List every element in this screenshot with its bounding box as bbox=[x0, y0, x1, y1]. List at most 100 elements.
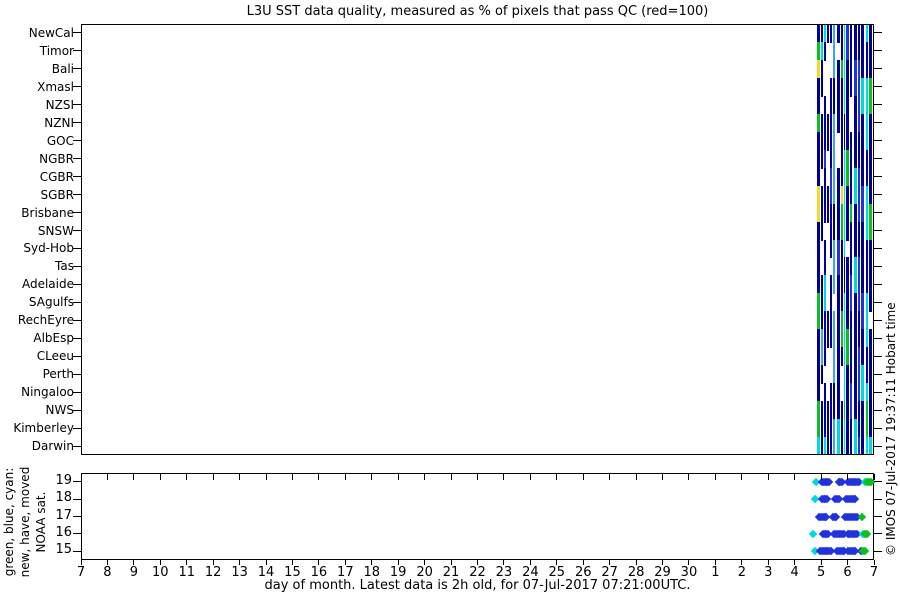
day-tick-top bbox=[820, 474, 822, 480]
heatmap-stripe-segment bbox=[841, 401, 843, 454]
sat-tick-right bbox=[874, 550, 882, 552]
day-tick-top bbox=[847, 474, 849, 480]
heatmap-stripe-segment bbox=[866, 239, 868, 295]
heatmap-stripe-segment bbox=[854, 257, 857, 295]
day-tick-top bbox=[662, 474, 664, 480]
day-tick-top bbox=[582, 474, 584, 480]
heatmap-stripe-segment bbox=[827, 401, 829, 454]
heatmap-stripe-segment bbox=[841, 25, 843, 61]
region-tick-right bbox=[874, 427, 882, 429]
region-tick-left bbox=[73, 194, 81, 196]
heatmap-stripe-segment bbox=[869, 25, 872, 79]
region-label: Syd-Hob bbox=[23, 241, 74, 256]
day-tick-label: 19 bbox=[389, 565, 407, 580]
heatmap-stripe-segment bbox=[833, 113, 835, 205]
day-tick-bottom bbox=[503, 560, 505, 565]
heatmap-stripe-segment bbox=[824, 239, 826, 277]
day-tick-label: 7 bbox=[76, 565, 86, 580]
sat-tick-label: 18 bbox=[55, 490, 72, 506]
region-tick-left bbox=[73, 265, 81, 267]
day-tick-top bbox=[265, 474, 267, 480]
heatmap-stripe-segment bbox=[869, 239, 872, 313]
region-label: NZSI bbox=[45, 97, 74, 112]
heatmap-stripe-segment bbox=[844, 113, 845, 151]
day-tick-label: 9 bbox=[129, 565, 138, 580]
heatmap-stripe-segment bbox=[827, 311, 829, 349]
heatmap-stripe-segment bbox=[861, 77, 864, 115]
heatmap-stripe-segment bbox=[830, 383, 832, 454]
heatmap-stripe-segment bbox=[869, 113, 872, 205]
heatmap-stripe-segment bbox=[844, 419, 845, 454]
heatmap-stripe-segment bbox=[824, 275, 826, 313]
timestamp-watermark: © IMOS 07-Jul-2017 19:37:11 Hobart time bbox=[884, 302, 898, 556]
day-tick-top bbox=[186, 474, 188, 480]
heatmap-stripe-segment bbox=[861, 329, 864, 367]
region-label: CLeeu bbox=[36, 349, 74, 364]
heatmap-stripe-segment bbox=[841, 311, 843, 349]
region-label: Xmasl bbox=[37, 79, 74, 94]
region-tick-right bbox=[874, 247, 882, 249]
heatmap-stripe-segment bbox=[854, 59, 857, 97]
x-axis-label: day of month. Latest data is 2h old, for… bbox=[264, 578, 691, 593]
day-tick-label: 4 bbox=[790, 565, 799, 580]
region-label: SAgulfs bbox=[28, 295, 74, 310]
region-label: SNSW bbox=[37, 223, 74, 238]
day-tick-label: 17 bbox=[337, 565, 354, 580]
heatmap-stripe-segment bbox=[821, 275, 823, 331]
day-tick-top bbox=[291, 474, 293, 480]
heatmap-stripe-segment bbox=[854, 25, 857, 61]
day-tick-bottom bbox=[662, 560, 664, 565]
heatmap-stripe-segment bbox=[854, 95, 857, 169]
day-tick-top bbox=[106, 474, 108, 480]
day-tick-label: 22 bbox=[469, 565, 486, 580]
region-tick-left bbox=[73, 176, 81, 178]
region-label: NewCal bbox=[28, 25, 74, 40]
region-tick-left bbox=[73, 230, 81, 232]
heatmap-stripe-segment bbox=[821, 25, 823, 43]
day-tick-top bbox=[212, 474, 214, 480]
heatmap-stripe-segment bbox=[817, 25, 820, 43]
region-label: Perth bbox=[42, 367, 74, 382]
region-tick-left bbox=[73, 409, 81, 411]
heatmap-stripe-segment bbox=[817, 221, 820, 295]
heatmap-stripe-segment bbox=[844, 149, 845, 259]
heatmap-stripe-segment bbox=[844, 293, 845, 403]
heatmap-stripe-segment bbox=[869, 203, 872, 241]
day-tick-label: 23 bbox=[495, 565, 513, 580]
heatmap-stripe-segment bbox=[861, 365, 864, 403]
region-tick-left bbox=[73, 445, 81, 447]
legend-note-line-noaa-sat: NOAA sat. bbox=[34, 491, 48, 553]
region-label: GOC bbox=[46, 133, 74, 148]
region-tick-right bbox=[874, 212, 882, 214]
heatmap-stripe-segment bbox=[821, 365, 823, 385]
day-tick-label: 15 bbox=[284, 565, 301, 580]
day-tick-label: 3 bbox=[764, 565, 773, 580]
heatmap-stripe-segment bbox=[858, 131, 860, 169]
heatmap-stripe-segment bbox=[841, 185, 843, 205]
region-label: SGBR bbox=[40, 187, 75, 202]
region-tick-left bbox=[73, 319, 81, 321]
heatmap-stripe-segment bbox=[846, 59, 849, 151]
region-label: Tas bbox=[55, 259, 74, 274]
day-tick-bottom bbox=[212, 560, 214, 565]
heatmap-stripe-segment bbox=[858, 59, 860, 133]
heatmap-stripe-segment bbox=[866, 185, 868, 241]
heatmap-stripe-segment bbox=[841, 239, 843, 313]
day-tick-top bbox=[318, 474, 320, 480]
heatmap-stripe-segment bbox=[844, 401, 845, 421]
heatmap-stripe-segment bbox=[854, 293, 857, 421]
day-tick-bottom bbox=[80, 560, 82, 565]
day-tick-top bbox=[635, 474, 637, 480]
heatmap-stripe-segment bbox=[844, 25, 845, 115]
day-tick-bottom bbox=[477, 560, 478, 565]
day-tick-bottom bbox=[714, 560, 716, 565]
region-tick-left bbox=[73, 373, 81, 375]
region-tick-left bbox=[73, 337, 81, 339]
day-tick-top bbox=[767, 474, 769, 480]
day-tick-bottom bbox=[291, 560, 293, 565]
heatmap-stripe-segment bbox=[850, 221, 852, 277]
region-tick-left bbox=[73, 427, 81, 429]
satellite-subplot-frame bbox=[81, 473, 874, 560]
region-tick-right bbox=[874, 409, 882, 411]
